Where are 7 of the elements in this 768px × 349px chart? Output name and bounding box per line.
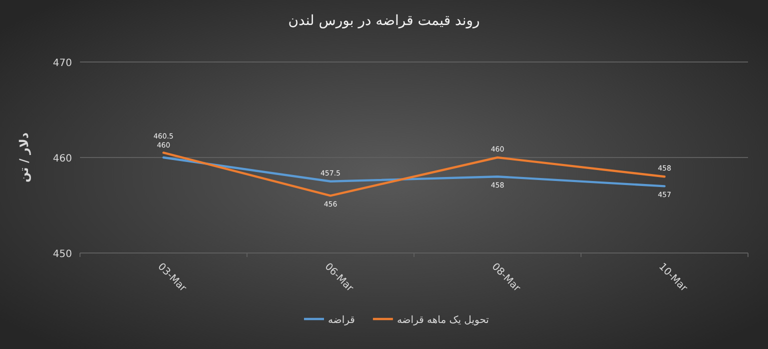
- y-tick-label: 460: [52, 154, 72, 164]
- chart-title: روند قیمت قراضه در بورس لندن: [288, 13, 480, 29]
- legend-label: قراضه: [328, 315, 356, 326]
- y-tick-label: 470: [52, 58, 72, 69]
- legend-label: تحویل یک ماهه قراضه: [396, 315, 490, 326]
- y-tick-label: 450: [52, 249, 72, 260]
- y-axis-title: دلار / تن: [17, 132, 31, 183]
